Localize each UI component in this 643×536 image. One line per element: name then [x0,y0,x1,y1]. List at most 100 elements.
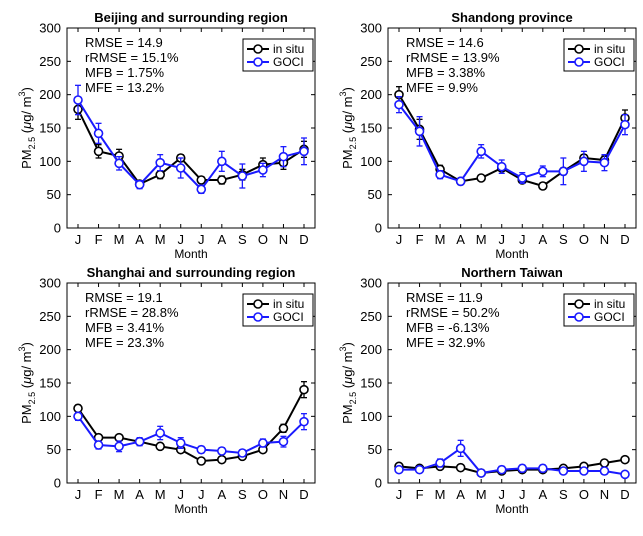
y-tick-label: 300 [360,21,382,36]
data-point [299,416,309,427]
x-tick-label: N [279,487,288,502]
legend-box [242,293,314,327]
x-tick-label: A [217,232,226,247]
legend-box [242,38,314,72]
data-point [414,464,425,475]
legend-marker [253,44,263,54]
x-tick-label: O [258,487,268,502]
data-point [394,99,404,110]
x-tick-label: N [600,487,609,502]
x-tick-label: A [135,232,144,247]
series-line [77,99,305,191]
y-axis-label: PM2.5 (μg/ m3) [338,342,358,424]
x-tick-label: M [476,232,487,247]
legend-label: GOCI [273,310,304,324]
stats-line: RMSE = 19.1 [85,290,163,305]
x-tick-label: S [238,232,247,247]
stats-line: RMSE = 14.9 [85,35,163,50]
x-tick-label: O [579,487,589,502]
y-tick-label: 50 [47,187,61,202]
data-point [93,440,104,450]
y-axis-label: PM2.5 (μg/ m3) [17,342,37,424]
series-goci [394,96,630,187]
x-tick-label: A [217,487,226,502]
stats-line: MFE = 32.9% [406,335,486,350]
y-tick-label: 100 [39,409,61,424]
data-point [217,446,227,456]
data-point [114,158,124,169]
y-tick-label: 250 [39,54,61,69]
x-tick-label: M [476,487,487,502]
data-point [93,146,104,157]
series-in-situ [73,98,309,189]
data-point [299,146,309,157]
x-tick-label: J [198,232,205,247]
data-point [155,428,165,438]
data-point [196,184,207,195]
data-point [237,171,248,181]
y-tick-label: 250 [360,309,382,324]
legend-marker [574,299,584,309]
x-tick-label: A [456,487,465,502]
x-tick-label: M [155,232,166,247]
stats-line: MFB = -6.13% [406,320,490,335]
data-point [134,436,145,447]
data-point [196,456,207,466]
data-point [278,151,289,162]
data-point [538,463,548,474]
x-tick-label: J [177,487,184,502]
data-point [134,179,145,190]
data-point [538,181,548,191]
data-point [217,454,227,465]
stats-line: rRMSE = 28.8% [85,305,179,320]
data-point [73,411,83,422]
y-tick-label: 250 [39,309,61,324]
legend-label: GOCI [594,310,625,324]
x-axis-label: Month [174,247,207,261]
y-tick-label: 150 [39,121,61,136]
x-tick-label: M [114,487,125,502]
legend-box [563,293,635,327]
stats-line: MFB = 3.38% [406,65,486,80]
x-tick-label: A [538,487,547,502]
x-tick-label: J [396,232,403,247]
data-point [155,441,165,452]
stats-line: RMSE = 14.6 [406,35,484,50]
series-line [77,389,305,463]
x-tick-label: J [75,487,82,502]
x-tick-label: D [299,232,308,247]
chart-title: Beijing and surrounding region [94,10,288,25]
stats-line: rRMSE = 50.2% [406,305,500,320]
data-point [278,436,289,447]
data-point [217,175,227,185]
y-tick-label: 300 [360,276,382,291]
data-point [258,438,268,448]
series-goci [73,84,309,195]
y-tick-label: 0 [375,476,382,491]
series-line [398,104,626,183]
x-tick-label: D [620,232,629,247]
data-point [496,464,507,475]
data-point [155,169,165,180]
y-tick-label: 0 [54,476,61,491]
series-line [77,108,305,186]
x-axis-label: Month [174,502,207,516]
y-tick-label: 250 [360,54,382,69]
data-point [114,441,124,452]
y-tick-label: 200 [39,87,61,102]
series-in-situ [394,86,630,191]
x-tick-label: J [498,232,505,247]
data-point [73,403,83,414]
data-point [476,146,486,157]
data-point [93,128,104,139]
y-tick-label: 200 [39,342,61,357]
x-tick-label: M [435,232,446,247]
y-tick-label: 300 [39,21,61,36]
x-tick-label: F [416,232,424,247]
x-tick-label: J [519,232,526,247]
stats-line: MFE = 9.9% [406,80,478,95]
legend-label: in situ [273,42,304,56]
